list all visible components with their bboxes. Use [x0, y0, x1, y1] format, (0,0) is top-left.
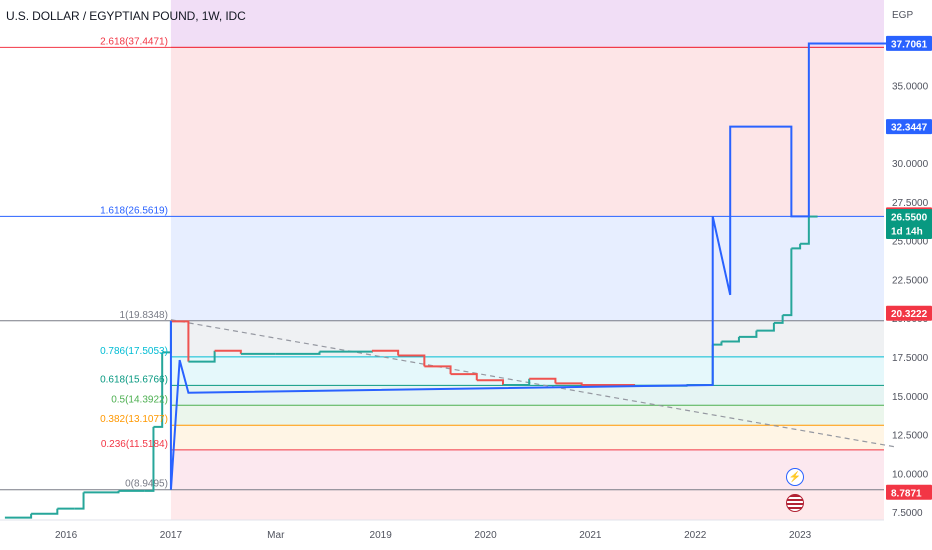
trend-line-segment	[170, 319, 897, 448]
price-point	[782, 248, 793, 317]
price-point	[31, 508, 59, 515]
x-tick-label: Mar	[267, 530, 285, 541]
price-point	[791, 243, 802, 250]
currency-unit-label: EGP	[892, 10, 914, 21]
price-point	[450, 373, 478, 381]
price-point	[398, 354, 426, 367]
fib-band	[170, 489, 885, 520]
us-flag-icon[interactable]	[786, 494, 804, 512]
fib-band	[170, 449, 885, 490]
fib-band	[170, 425, 885, 450]
price-tag	[886, 484, 932, 500]
price-tag-label: 26.5500	[891, 213, 928, 224]
price-tag-label: 32.3447	[891, 123, 928, 134]
price-tag	[886, 305, 932, 321]
y-tick-label: 12.5000	[892, 431, 929, 442]
y-tick-label: 30.0000	[892, 159, 929, 170]
fib-labels: 0(8.9495) 0.236(11.5184) 0.382(13.1077) 0.5…	[100, 36, 168, 489]
fib-band	[170, 356, 885, 386]
fib-label: 0.236(11.5184)	[101, 439, 168, 450]
x-tick-label: 2022	[684, 530, 707, 541]
x-tick-label: 2017	[160, 530, 183, 541]
y-axis: 7.500010.000012.500015.000017.500020.000…	[892, 43, 929, 520]
price-tag	[886, 209, 932, 240]
price-series	[4, 215, 818, 519]
y-tick-label: 10.0000	[892, 469, 929, 480]
price-tag-label: 37.7061	[891, 39, 928, 50]
price-point	[4, 513, 33, 519]
price-point	[712, 341, 723, 346]
price-point	[144, 426, 155, 492]
price-point	[529, 377, 557, 384]
price-point	[502, 378, 531, 386]
x-tick-label: 2020	[474, 530, 497, 541]
y-tick-label: 17.5000	[892, 353, 929, 364]
symbol-title: U.S. DOLLAR / EGYPTIAN POUND, 1W, IDC	[6, 9, 246, 23]
price-point	[153, 352, 164, 428]
fib-bands	[170, 0, 885, 520]
fib-band	[170, 0, 885, 48]
trend-line	[170, 319, 897, 448]
y-tick-label: 22.5000	[892, 275, 929, 286]
price-point	[74, 492, 85, 510]
fib-label: 1(19.8348)	[120, 310, 168, 321]
fib-label: 0.382(13.1077)	[100, 414, 168, 425]
fib-band	[170, 320, 885, 357]
fib-band	[170, 47, 885, 217]
y-tick-label: 35.0000	[892, 81, 929, 92]
price-point	[721, 336, 740, 343]
price-point	[738, 330, 758, 338]
fib-level-lines	[0, 46, 884, 491]
price-point	[319, 350, 373, 353]
price-point	[188, 350, 216, 363]
price-point	[371, 349, 400, 356]
price-tag-countdown: 1d 14h	[891, 227, 923, 238]
fib-label: 0.786(17.5053)	[100, 346, 168, 357]
price-tag	[886, 119, 932, 135]
price-point	[756, 322, 775, 332]
fib-band	[170, 405, 885, 426]
price-point	[773, 315, 784, 324]
price-point	[170, 320, 190, 362]
price-tag-label: 20.3222	[891, 309, 928, 320]
price-point	[476, 379, 504, 385]
lightning-icon[interactable]: ⚡	[786, 468, 804, 486]
fib-label: 2.618(37.4471)	[100, 36, 168, 47]
projection-line	[169, 42, 897, 490]
y-tick-label: 27.5000	[892, 198, 929, 209]
fib-label: 0.5(14.3922)	[111, 394, 168, 405]
fib-label: 0.618(15.6766)	[100, 374, 168, 385]
y-tick-label: 7.5000	[892, 508, 923, 519]
x-tick-label: 2019	[370, 530, 393, 541]
x-tick-label: 2021	[579, 530, 602, 541]
x-tick-label: 2023	[789, 530, 812, 541]
price-tag-label: 8.7871	[891, 488, 922, 499]
projection-path	[169, 42, 897, 490]
price-point	[800, 216, 810, 245]
y-tick-label: 15.0000	[892, 392, 929, 403]
price-tag	[886, 35, 932, 51]
x-tick-label: 2016	[55, 530, 78, 541]
price-point	[214, 349, 242, 354]
fib-band	[170, 216, 885, 321]
fib-label: 0(8.9495)	[125, 479, 168, 490]
price-point	[83, 490, 120, 494]
y-tick-label: 25.0000	[892, 237, 929, 248]
price-point	[424, 365, 452, 375]
fib-label: 1.618(26.5619)	[100, 205, 168, 216]
x-axis: 2016 2017 Mar 2019 2020 2021 2022 2023	[0, 519, 884, 541]
